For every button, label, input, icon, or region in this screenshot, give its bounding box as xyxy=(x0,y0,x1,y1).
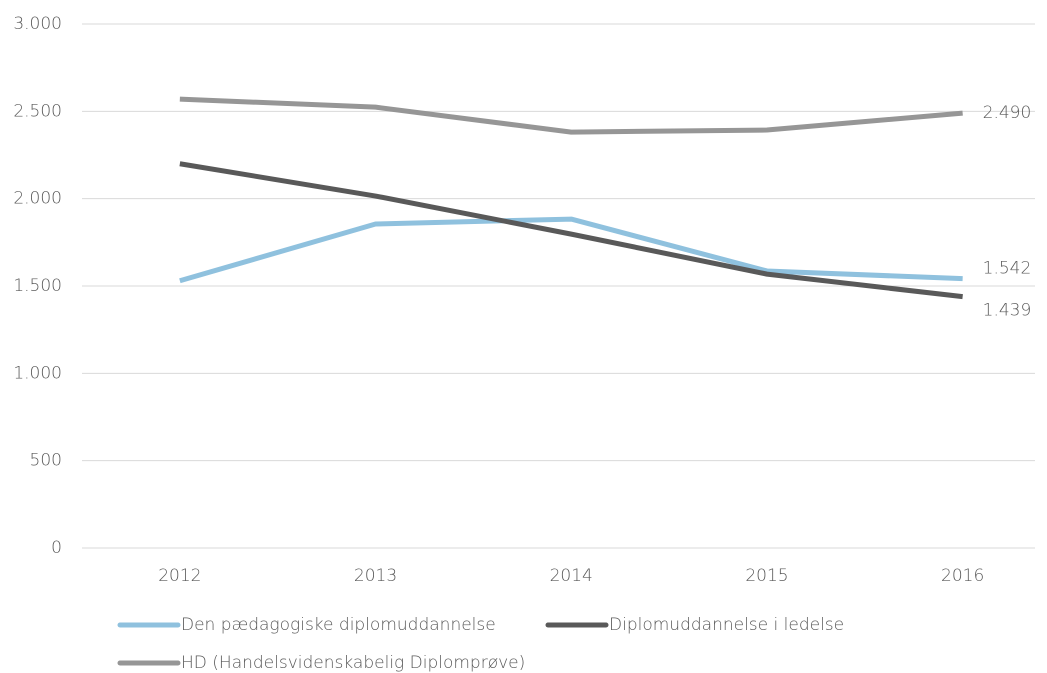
y-tick-label: 3.000 xyxy=(13,14,62,34)
x-tick-label: 2012 xyxy=(158,566,201,586)
x-tick-label: 2015 xyxy=(745,566,788,586)
legend-label: HD (Handelsvidenskabelig Diplomprøve) xyxy=(181,653,525,673)
x-tick-label: 2016 xyxy=(941,566,984,586)
x-tick-label: 2013 xyxy=(354,566,397,586)
y-tick-label: 2.500 xyxy=(13,101,62,121)
y-tick-label: 1.500 xyxy=(13,276,62,296)
series-line xyxy=(179,161,963,300)
series-line xyxy=(179,96,963,135)
data-label: 1.542 xyxy=(983,259,1032,279)
legend-label: Diplomuddannelse i ledelse xyxy=(609,615,844,635)
x-tick-label: 2014 xyxy=(550,566,593,586)
series-line xyxy=(179,216,963,284)
data-label: 2.490 xyxy=(983,103,1032,123)
data-label: 1.439 xyxy=(983,301,1032,321)
y-tick-label: 500 xyxy=(30,451,62,471)
legend-label: Den pædagogiske diplomuddannelse xyxy=(181,615,496,635)
y-tick-label: 0 xyxy=(51,538,62,558)
y-tick-label: 1.000 xyxy=(13,363,62,383)
y-tick-label: 2.000 xyxy=(13,189,62,209)
